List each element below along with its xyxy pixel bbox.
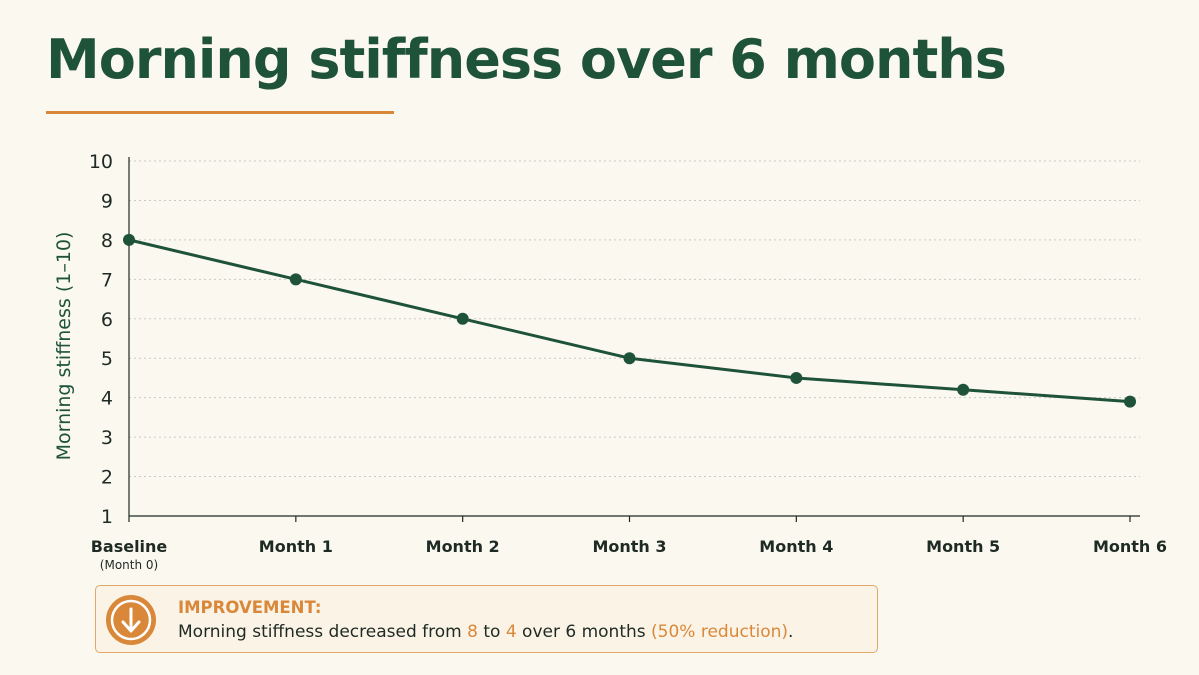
x-tick-label: Month 4 [759, 537, 833, 556]
grid-lines [129, 160, 1140, 478]
callout-text-end: . [788, 622, 794, 642]
data-point [123, 233, 135, 246]
data-point [957, 383, 970, 396]
x-tick-sublabel: (Month 0) [100, 558, 158, 572]
callout-heading: IMPROVEMENT: [178, 598, 322, 617]
y-tick-label: 2 [101, 467, 113, 489]
x-tick-labels: Baseline (Month 0) Month 1 Month 2 Month 3 Mo… [91, 516, 1167, 572]
data-point [1124, 395, 1136, 408]
x-tick-label: Month 6 [1093, 537, 1167, 556]
line-chart: 1 2 3 4 5 6 7 8 9 10 Baseline (Month 0) Month 1 Mont… [53, 151, 1167, 572]
callout-to-value: 4 [505, 622, 517, 642]
data-point [456, 312, 469, 325]
y-tick-label: 5 [101, 348, 113, 370]
callout-text: Morning stiffness decreased from 8 to 4 … [178, 622, 793, 642]
x-tick-label: Baseline [91, 537, 168, 556]
y-tick-label: 10 [89, 151, 113, 173]
y-tick-label: 6 [101, 309, 113, 331]
y-tick-labels: 1 2 3 4 5 6 7 8 9 10 [89, 151, 113, 528]
chart-title: Morning stiffness over 6 months [46, 28, 1007, 91]
series-line [128, 238, 1131, 404]
axes [128, 157, 1140, 517]
callout-text-pre: Morning stiffness decreased from [178, 622, 468, 642]
title-underline [46, 111, 394, 114]
x-tick-label: Month 3 [592, 537, 666, 556]
callout-reduction: (50% reduction) [651, 622, 789, 642]
data-point [790, 371, 803, 384]
callout-text-mid: to [477, 622, 506, 642]
arrow-down-icon [106, 595, 156, 645]
series-stiffness [123, 233, 1136, 408]
y-tick-label: 7 [101, 269, 113, 291]
data-point [623, 352, 636, 365]
callout-from-value: 8 [467, 622, 478, 642]
improvement-callout: IMPROVEMENT: Morning stiffness decreased… [95, 585, 878, 653]
data-point [289, 273, 302, 286]
x-tick-label: Month 2 [426, 537, 500, 556]
y-tick-label: 3 [101, 427, 113, 449]
callout-text-post: over 6 months [516, 622, 652, 642]
y-tick-label: 8 [101, 230, 113, 252]
y-tick-label: 4 [101, 388, 113, 410]
y-tick-label: 1 [101, 506, 113, 528]
y-tick-label: 9 [101, 190, 113, 212]
x-tick-label: Month 1 [259, 537, 333, 556]
y-axis-title: Morning stiffness (1–10) [53, 232, 75, 461]
x-tick-label: Month 5 [926, 537, 1000, 556]
